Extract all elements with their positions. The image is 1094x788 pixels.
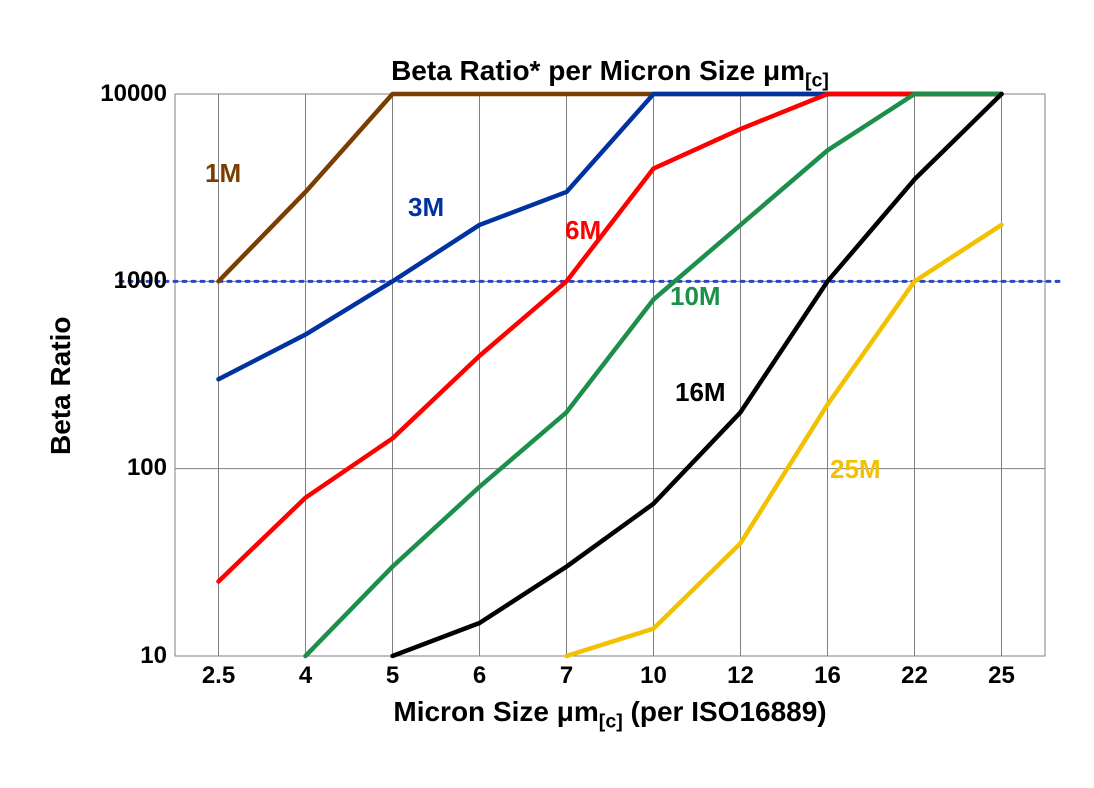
chart-container: Beta Ratio* per Micron Size μm[c] Beta R… [0, 0, 1094, 788]
series-label-3M: 3M [408, 192, 444, 223]
plot-svg [175, 94, 1045, 656]
series-line-3M [219, 94, 1002, 379]
series-label-10M: 10M [670, 281, 721, 312]
x-tick-label: 25 [988, 662, 1015, 690]
series-line-25M [567, 225, 1002, 656]
series-label-25M: 25M [830, 454, 881, 485]
y-tick-label: 100 [127, 454, 167, 482]
x-tick-label: 16 [814, 662, 841, 690]
x-tick-label: 22 [901, 662, 928, 690]
x-tick-label: 12 [727, 662, 754, 690]
series-line-16M [393, 94, 1002, 656]
y-tick-label: 10 [140, 642, 167, 670]
series-label-1M: 1M [205, 158, 241, 189]
x-tick-label: 7 [560, 662, 573, 690]
x-tick-label: 4 [299, 662, 312, 690]
series-line-1M [219, 94, 1002, 281]
x-axis-label: Micron Size μm[c] (per ISO16889) [393, 696, 826, 734]
chart-title: Beta Ratio* per Micron Size μm[c] [391, 55, 829, 93]
plot-area [175, 94, 1045, 656]
x-tick-label: 10 [640, 662, 667, 690]
series-line-6M [219, 94, 1002, 581]
x-tick-label: 2.5 [202, 662, 235, 690]
y-axis-label: Beta Ratio [45, 317, 77, 455]
y-tick-label: 10000 [100, 80, 167, 108]
series-label-6M: 6M [565, 215, 601, 246]
y-tick-label: 1000 [114, 267, 167, 295]
x-tick-label: 5 [386, 662, 399, 690]
x-tick-label: 6 [473, 662, 486, 690]
series-label-16M: 16M [675, 377, 726, 408]
